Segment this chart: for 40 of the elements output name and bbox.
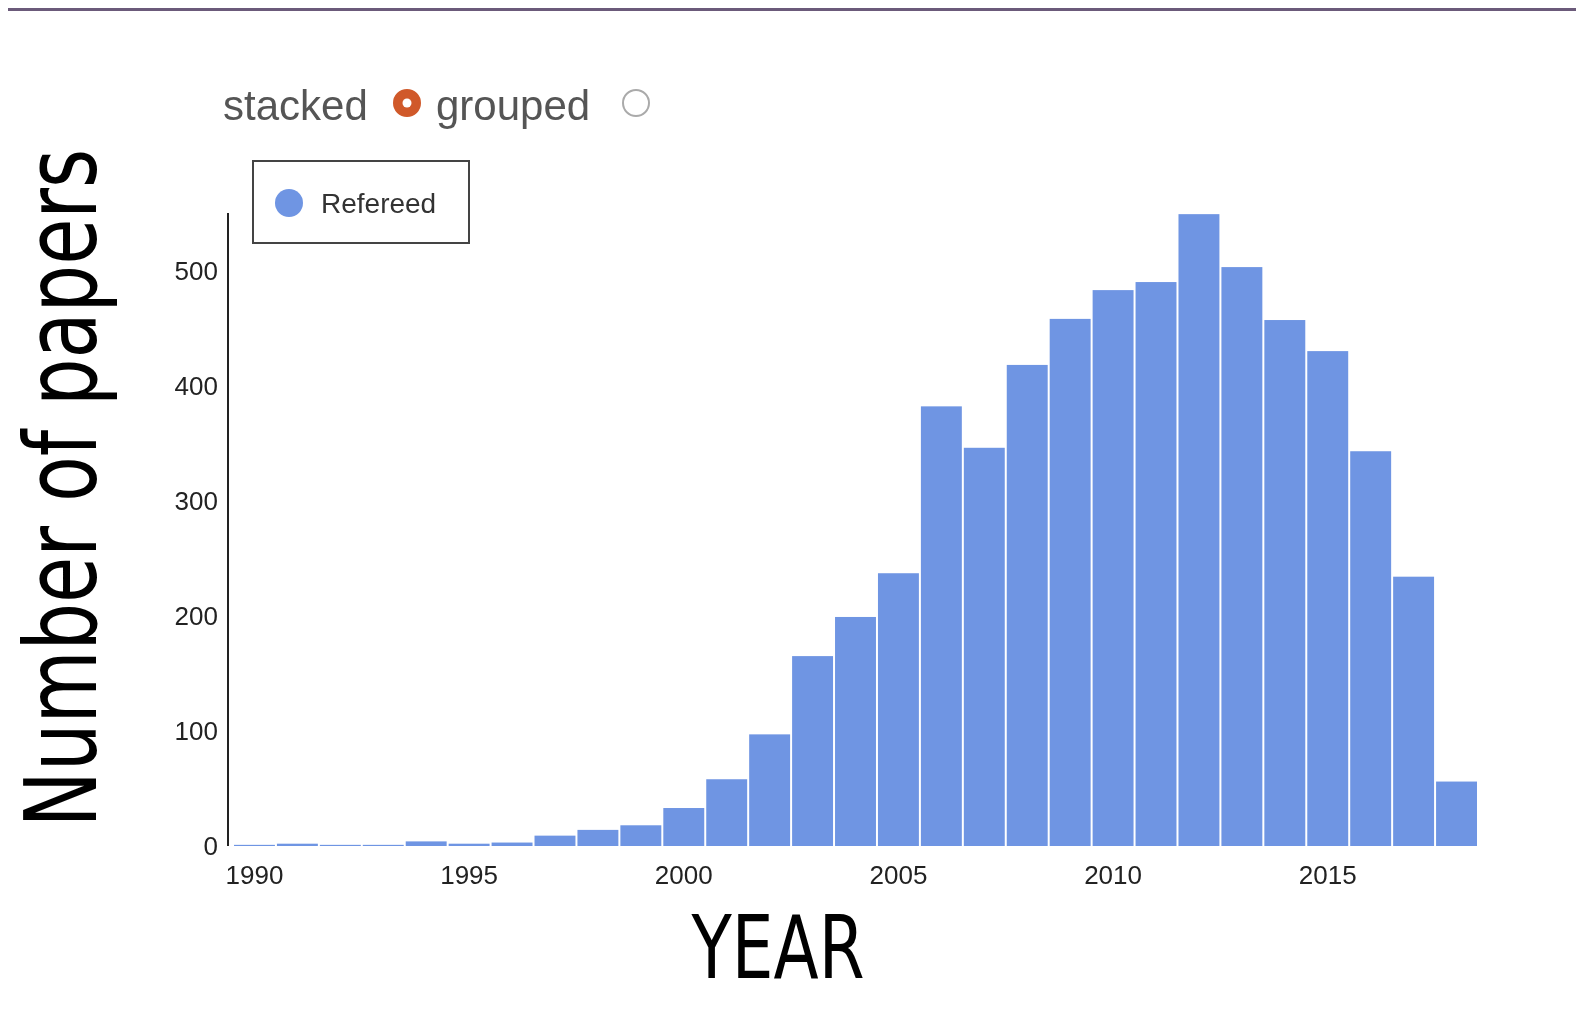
bar	[792, 656, 834, 846]
bar	[706, 779, 748, 846]
bar	[1006, 364, 1048, 846]
bar	[1436, 781, 1477, 846]
bar	[1092, 290, 1134, 846]
x-tick-label: 2015	[1298, 860, 1357, 890]
x-tick-label: 1995	[440, 860, 499, 890]
y-tick-label: 400	[174, 370, 218, 401]
bar	[663, 808, 705, 846]
bar	[1264, 320, 1306, 846]
bar	[749, 734, 791, 846]
text: stacked	[223, 82, 368, 129]
x-tick-label: 2010	[1084, 860, 1143, 890]
x-tick-label: 1990	[225, 860, 284, 890]
bar	[405, 841, 447, 846]
y-tick-label: 300	[174, 485, 218, 516]
bar	[1049, 318, 1091, 846]
bar	[920, 406, 962, 846]
bar	[963, 447, 1005, 846]
x-axis-title: YEAR	[690, 896, 865, 999]
y-axis-title: Number of papers	[3, 148, 120, 828]
bar	[1393, 576, 1435, 846]
x-tick-label: 2005	[869, 860, 928, 890]
bar	[1135, 282, 1177, 846]
x-tick-label: 2000	[654, 860, 713, 890]
bar	[1178, 214, 1220, 846]
y-tick-label: 200	[174, 600, 218, 631]
bar	[1307, 351, 1349, 846]
bar	[620, 825, 662, 846]
y-tick-label: 500	[174, 255, 218, 286]
legend-label: Refereed	[321, 187, 437, 219]
bar	[1221, 267, 1263, 846]
y-tick-label: 100	[174, 716, 218, 747]
bar	[534, 835, 576, 846]
bar	[835, 616, 876, 846]
bar	[877, 573, 919, 846]
bar	[1350, 451, 1392, 846]
text: grouped	[436, 82, 591, 129]
bar	[577, 829, 619, 846]
y-tick-label: 0	[203, 831, 218, 862]
